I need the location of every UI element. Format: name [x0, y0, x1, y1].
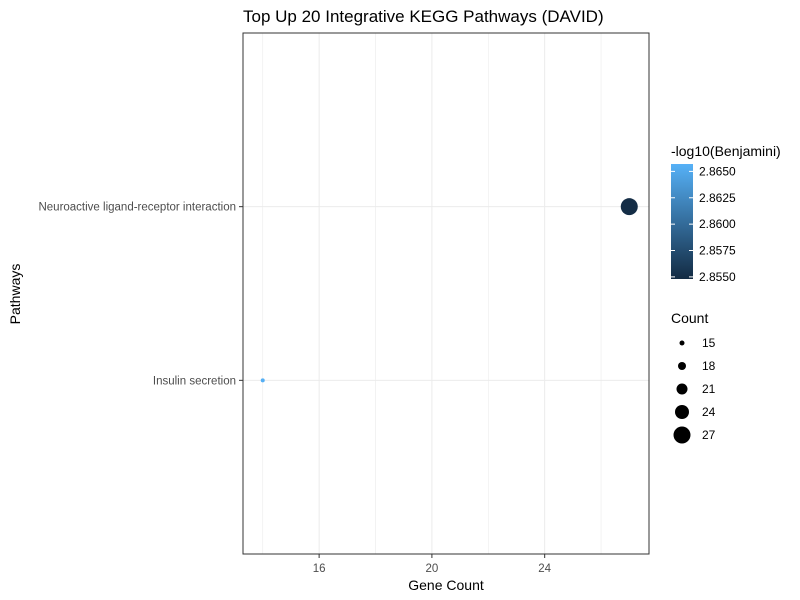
size-legend-label: 18 — [702, 359, 716, 373]
color-legend-title: -log10(Benjamini) — [671, 143, 781, 159]
y-axis-ticks: Insulin secretion Neuroactive ligand-rece… — [38, 202, 243, 387]
chart-title: Top Up 20 Integrative KEGG Pathways (DAV… — [243, 7, 604, 26]
x-tick-label: 16 — [313, 563, 326, 575]
data-point — [260, 378, 265, 383]
color-bar — [671, 164, 693, 279]
x-tick-label: 24 — [538, 563, 551, 575]
size-legend-key — [678, 362, 686, 370]
x-axis-ticks: 16 20 24 — [313, 554, 552, 575]
size-legend-key — [679, 340, 685, 346]
size-legend-label: 15 — [702, 336, 716, 350]
size-legend-label: 27 — [702, 428, 716, 442]
color-tick-label: 2.8650 — [699, 164, 736, 178]
grid — [243, 33, 649, 554]
color-tick-label: 2.8600 — [699, 217, 736, 231]
color-tick-label: 2.8550 — [699, 270, 736, 284]
size-legend: 15 18 21 24 27 — [673, 336, 716, 444]
y-axis-title: Pathways — [7, 264, 23, 325]
size-legend-title: Count — [671, 310, 708, 326]
plot-panel — [243, 33, 649, 554]
size-legend-key — [673, 426, 691, 444]
size-legend-key — [676, 383, 688, 395]
color-tick-label: 2.8625 — [699, 191, 736, 205]
data-point — [620, 198, 638, 216]
size-legend-label: 24 — [702, 405, 716, 419]
x-tick-label: 20 — [426, 563, 439, 575]
size-legend-key — [675, 405, 689, 419]
size-legend-label: 21 — [702, 382, 716, 396]
color-tick-label: 2.8575 — [699, 244, 736, 258]
x-axis-title: Gene Count — [408, 577, 484, 593]
y-tick-label: Insulin secretion — [153, 375, 236, 387]
plot-border — [242, 32, 650, 555]
points — [260, 198, 638, 383]
color-legend-ticks: 2.8650 2.8625 2.8600 2.8575 2.8550 — [671, 164, 736, 284]
y-tick-label: Neuroactive ligand-receptor interaction — [38, 202, 236, 214]
